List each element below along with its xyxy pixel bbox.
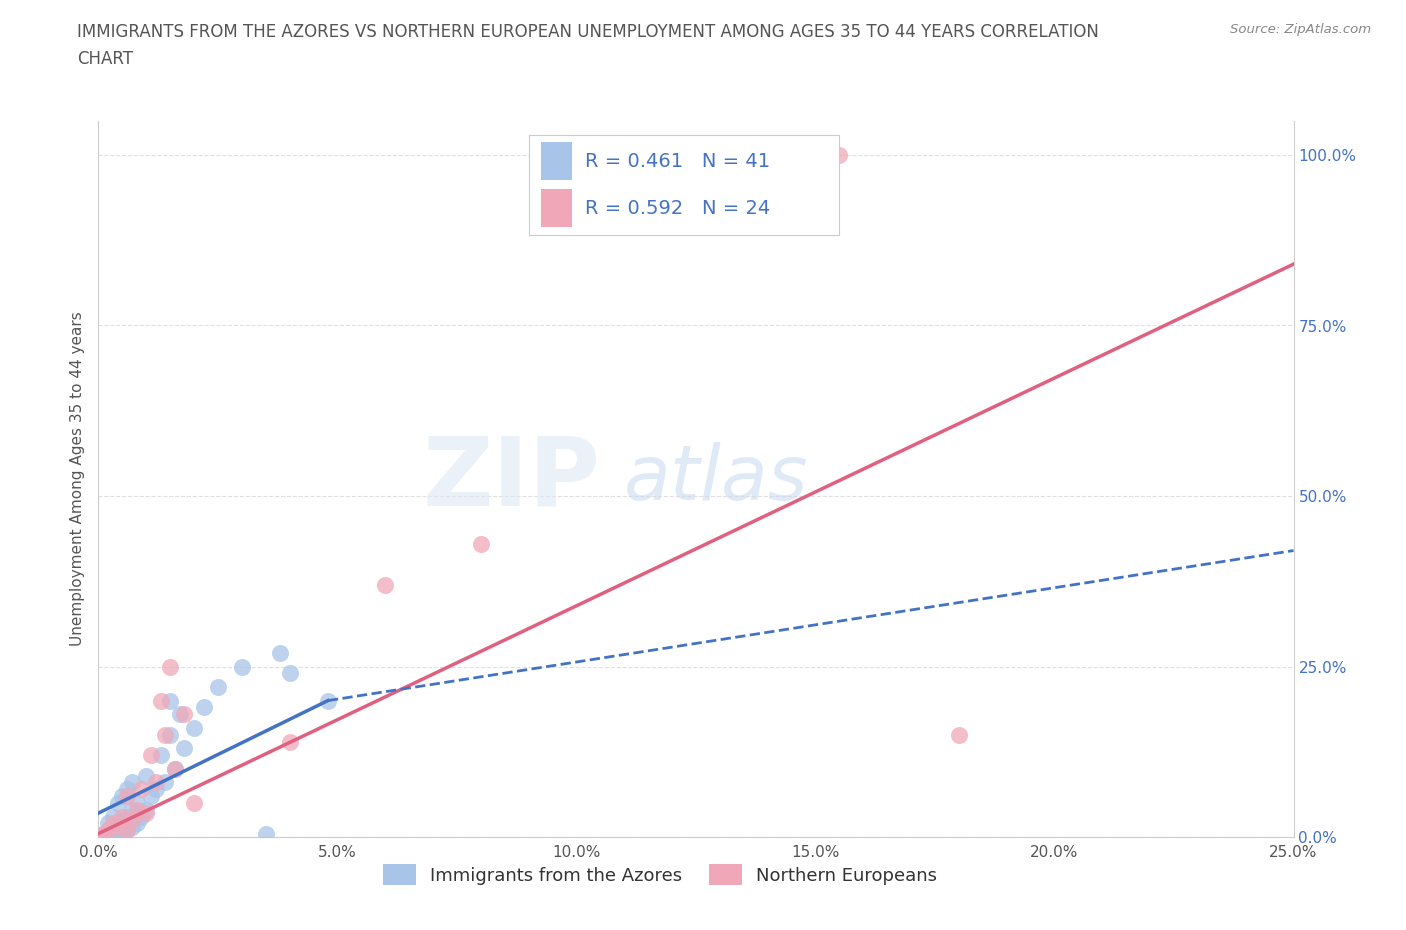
Y-axis label: Unemployment Among Ages 35 to 44 years: Unemployment Among Ages 35 to 44 years <box>69 312 84 646</box>
Point <box>107 795 129 810</box>
Point <box>155 727 177 742</box>
Point <box>948 727 970 742</box>
Text: IMMIGRANTS FROM THE AZORES VS NORTHERN EUROPEAN UNEMPLOYMENT AMONG AGES 35 TO 44: IMMIGRANTS FROM THE AZORES VS NORTHERN E… <box>77 23 1099 68</box>
Point <box>139 789 162 804</box>
Point <box>173 707 195 722</box>
Point <box>115 823 138 838</box>
Point <box>155 775 177 790</box>
Point <box>139 748 162 763</box>
Point <box>159 727 181 742</box>
Point <box>828 148 851 163</box>
Point <box>111 809 134 824</box>
Point <box>159 659 181 674</box>
Point <box>107 819 129 834</box>
Point <box>111 813 134 828</box>
Point <box>173 741 195 756</box>
Point <box>149 748 172 763</box>
Point <box>231 659 253 674</box>
Point <box>121 819 143 834</box>
Point <box>91 826 114 841</box>
Point <box>159 693 181 708</box>
Point <box>97 816 120 830</box>
Point <box>374 578 396 592</box>
Point <box>131 782 153 797</box>
Point <box>149 693 172 708</box>
Point <box>101 816 124 830</box>
Point <box>107 816 129 830</box>
Point <box>101 826 124 841</box>
Point <box>193 700 215 715</box>
Point <box>145 782 167 797</box>
Point <box>163 762 186 777</box>
Point <box>278 734 301 749</box>
Point <box>125 803 148 817</box>
Point <box>169 707 191 722</box>
Point <box>115 823 138 838</box>
Point <box>254 826 277 841</box>
Text: Source: ZipAtlas.com: Source: ZipAtlas.com <box>1230 23 1371 36</box>
Point <box>97 823 120 838</box>
Legend: Immigrants from the Azores, Northern Europeans: Immigrants from the Azores, Northern Eur… <box>375 857 945 893</box>
Point <box>115 809 138 824</box>
Point <box>145 775 167 790</box>
Point <box>115 782 138 797</box>
Point <box>131 809 153 824</box>
Point <box>269 645 291 660</box>
Point <box>207 680 229 695</box>
Point <box>183 795 205 810</box>
Point <box>91 826 114 841</box>
Point <box>183 721 205 736</box>
Text: atlas: atlas <box>624 442 808 516</box>
Point <box>121 775 143 790</box>
Point <box>107 823 129 838</box>
Point <box>278 666 301 681</box>
Point <box>121 803 143 817</box>
Point <box>135 768 157 783</box>
Point <box>163 762 186 777</box>
Point <box>135 803 157 817</box>
Point <box>135 805 157 820</box>
Point <box>101 809 124 824</box>
Point <box>316 693 339 708</box>
Point <box>111 819 134 834</box>
Point <box>111 826 134 841</box>
Point <box>101 819 124 834</box>
Point <box>125 816 148 830</box>
Point <box>111 789 134 804</box>
Point <box>97 823 120 838</box>
Point <box>121 813 143 828</box>
Point <box>470 537 492 551</box>
Point <box>125 795 148 810</box>
Point <box>115 789 138 804</box>
Text: ZIP: ZIP <box>422 432 600 525</box>
